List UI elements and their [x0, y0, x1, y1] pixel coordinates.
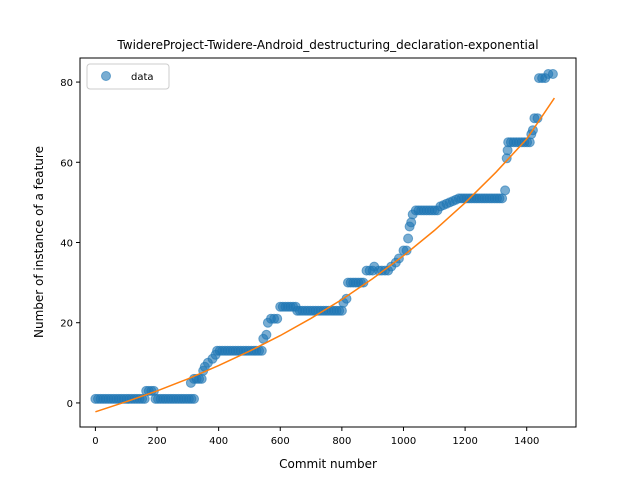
legend-label-data: data [131, 72, 154, 83]
data-point [336, 305, 347, 316]
y-tick-label: 80 [60, 78, 73, 89]
chart-title: TwidereProject-Twidere-Android_destructu… [116, 38, 538, 52]
y-tick-label: 0 [67, 399, 73, 410]
data-point [547, 69, 558, 79]
x-tick-label: 400 [209, 436, 228, 447]
y-axis-label: Number of instance of a feature [32, 146, 46, 338]
plot-area [90, 69, 558, 413]
data-point [196, 373, 207, 384]
data-point [406, 217, 417, 228]
y-tick-label: 60 [60, 158, 73, 169]
x-tick-label: 600 [271, 436, 290, 447]
y-tick-label: 40 [60, 239, 73, 250]
legend-box [86, 63, 170, 90]
x-tick-label: 0 [92, 436, 98, 447]
legend-marker-data [101, 71, 111, 81]
fit-line [95, 97, 556, 413]
x-tick-label: 800 [332, 436, 351, 447]
data-point [189, 393, 199, 404]
ticks: 0 200 400 600 800 1000 1200 1400 0 20 40 60 80 [60, 78, 539, 447]
x-tick-label: 1200 [452, 436, 477, 447]
x-tick-label: 1000 [391, 436, 416, 447]
data-point [401, 245, 412, 256]
y-tick-label: 20 [60, 319, 73, 330]
x-tick-label: 200 [147, 436, 166, 447]
data-point [403, 233, 414, 244]
data-point [256, 345, 267, 356]
legend: data [86, 63, 170, 90]
data-point [272, 313, 283, 324]
data-point [500, 185, 511, 196]
x-tick-label: 1400 [514, 436, 539, 447]
data-point [261, 329, 272, 340]
x-axis-label: Commit number [279, 457, 377, 471]
